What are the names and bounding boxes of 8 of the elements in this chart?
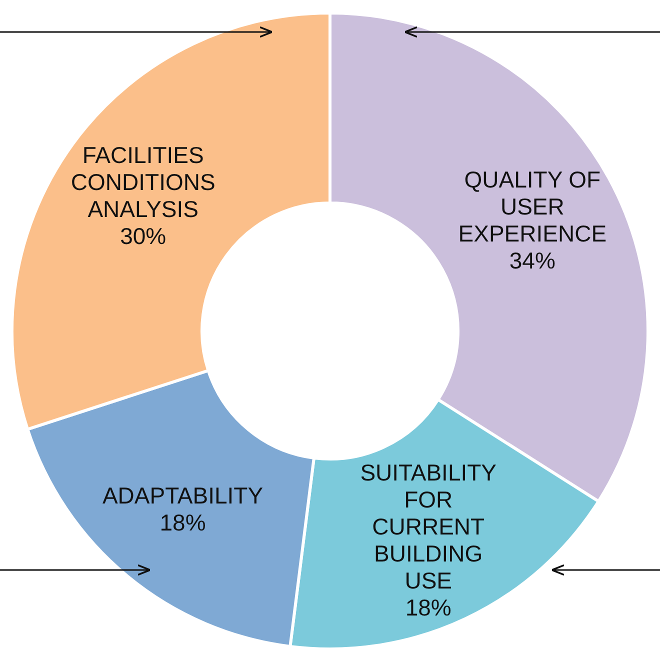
data-label: 18% xyxy=(160,510,206,536)
data-label: 34% xyxy=(509,247,556,274)
slice-label: QUALITY OF USER EXPERIENCE xyxy=(458,166,607,246)
slice-label: SUITABILITY FOR CURRENT BUILDING USE xyxy=(360,460,497,594)
slice-label: ADAPTABILITY xyxy=(102,482,264,509)
data-label: 30% xyxy=(120,222,166,249)
data-label: 18% xyxy=(405,594,452,621)
slice-label: FACILITIES CONDITIONS ANALYSIS xyxy=(70,142,216,222)
